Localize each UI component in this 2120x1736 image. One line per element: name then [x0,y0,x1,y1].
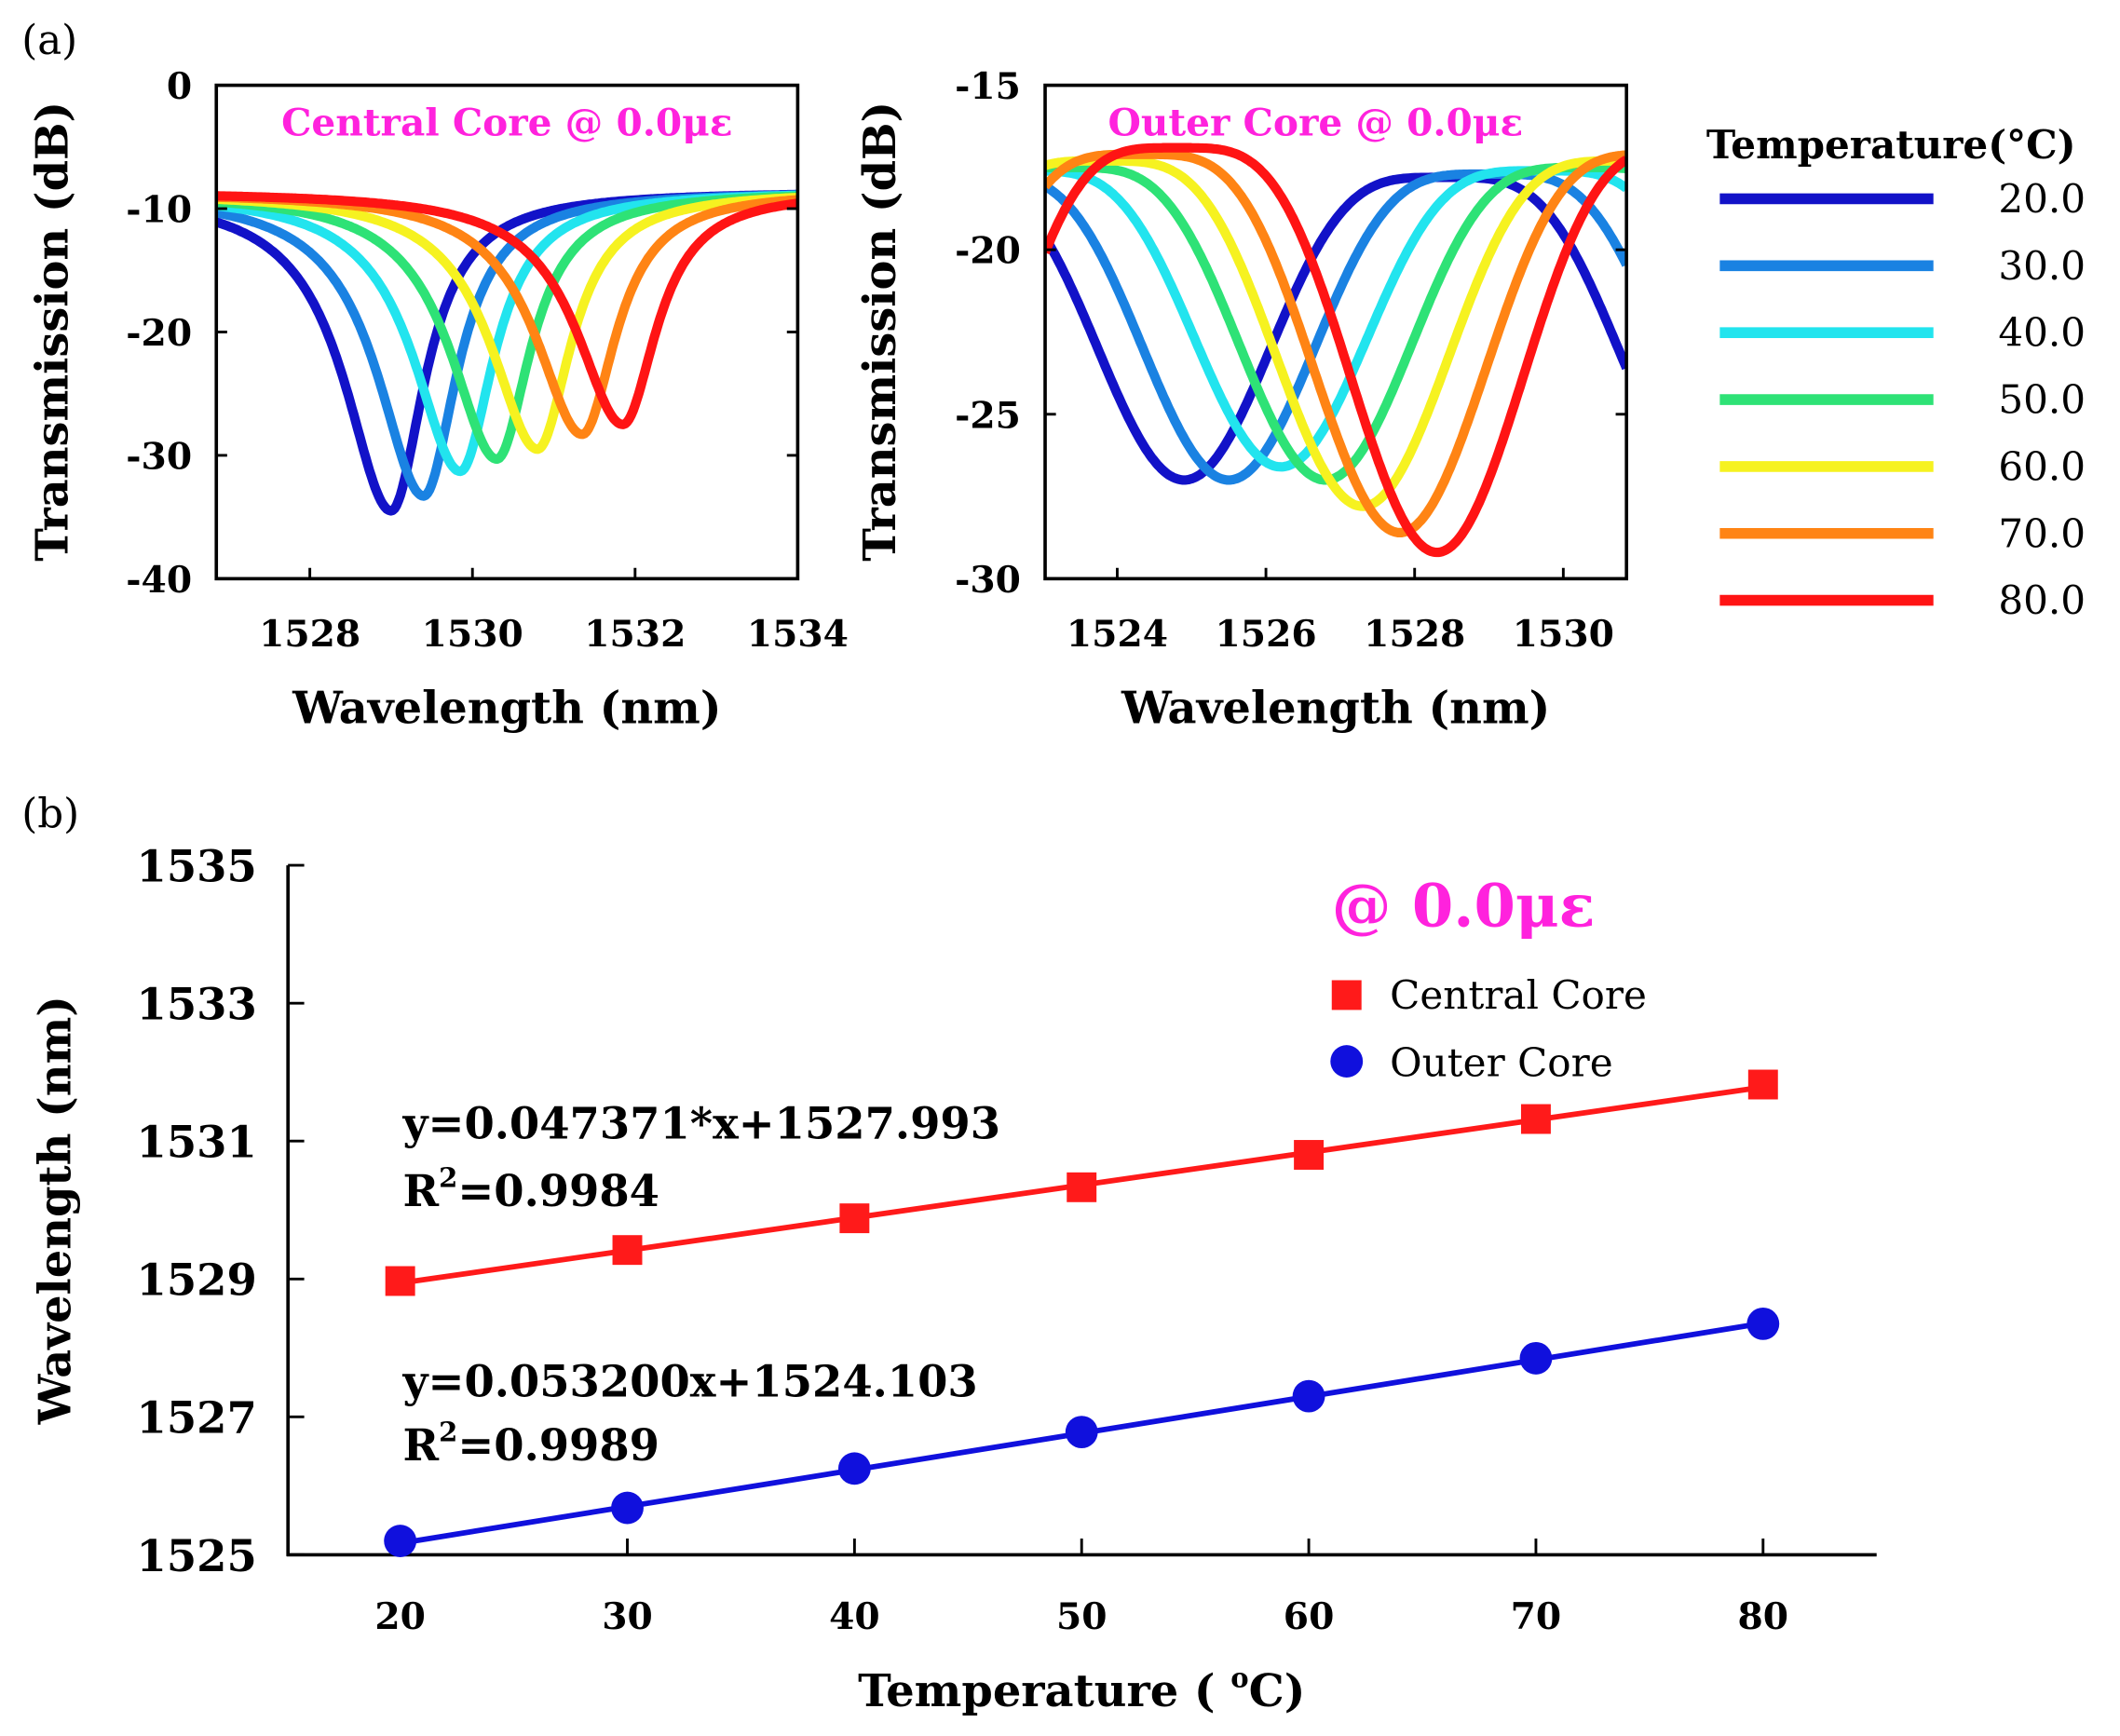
x-tick-label: 1526 [1216,613,1317,656]
outer-core-point [837,1452,871,1485]
spectrum-line-60.0 [216,192,798,454]
b-annotation-title: @ 0.0με [1332,871,1596,941]
spectrum-line-80.0 [216,191,798,429]
y-tick-label: 1525 [137,1530,257,1581]
x-tick-label: 20 [374,1595,426,1638]
y-tick-label: 1527 [137,1392,257,1444]
panel-label-b: (b) [21,791,79,837]
a1-xlabel: Wavelength (nm) [292,683,721,735]
x-tick-label: 1528 [1364,613,1465,656]
x-tick-label: 1530 [1513,613,1614,656]
outer-core-point [1746,1307,1780,1340]
y-tick-label: -30 [126,435,192,478]
outer-fit-equation: y=0.053200x+1524.103 [402,1356,978,1407]
outer-fit-r2: R2=0.9989 [403,1416,659,1470]
outer-core-point [1065,1416,1098,1449]
central-fit-r2: R2=0.9984 [403,1162,659,1216]
a1-axes-box [214,83,800,581]
legend-label: 80.0 [1998,577,2086,623]
x-tick-label: 70 [1511,1595,1562,1638]
legend-label: 50.0 [1998,377,2086,423]
spectrum-line-60.0 [1045,156,1627,511]
legend-title: Temperature(°C) [1706,121,2076,168]
x-tick-label: 50 [1056,1595,1108,1638]
b-ylabel: Wavelength (nm) [29,996,81,1425]
a2-curves [1045,142,1627,558]
central-core-point [1067,1172,1097,1202]
b-ticks: 20 30 40 50 60 70 80 1535 1533 1531 1529 1527 1525 [137,841,1789,1639]
central-core-point [1294,1140,1325,1170]
x-tick-label: 1532 [584,613,686,656]
outer-core-point [384,1525,417,1557]
x-tick-label: 40 [829,1595,880,1638]
a2-ticks: 1524 1526 1528 1530 -15 -20 -25 -30 [955,65,1627,656]
b-xlabel: Temperature ( oC) [858,1662,1305,1717]
legend-label: 70.0 [1998,510,2086,556]
wavelength-vs-temperature-plot: 20 30 40 50 60 70 80 1535 1533 1531 1529 1527 1525 @… [29,841,1877,1717]
a2-axes-box [1043,83,1629,581]
legend-marker-outer-core [1330,1045,1364,1078]
x-tick-label: 1530 [422,613,523,656]
y-tick-label: -40 [126,559,192,602]
spectrum-line-80.0 [1045,142,1627,558]
y-tick-label: 1531 [137,1117,257,1168]
spectrum-line-70.0 [1045,149,1627,537]
central-core-point [839,1203,870,1234]
y-tick-label: -15 [955,65,1021,108]
a2-title: Outer Core @ 0.0με [1108,100,1523,144]
a1-ylabel: Transmission (dB) [27,102,79,562]
a2-xlabel: Wavelength (nm) [1121,683,1550,735]
central-fit-equation: y=0.047371*x+1527.993 [402,1097,1000,1148]
b-series [384,1069,1780,1557]
legend-label: 60.0 [1998,443,2086,489]
y-tick-label: 1529 [137,1255,257,1306]
spectrum-line-50.0 [216,191,798,464]
y-tick-label: -20 [955,230,1021,273]
central-core-point [1747,1069,1778,1100]
x-tick-label: 1524 [1067,613,1168,656]
y-tick-label: 1535 [137,841,257,892]
legend-label: 20.0 [1998,176,2086,222]
x-tick-label: 80 [1738,1595,1789,1638]
a1-curves [216,189,798,516]
a1-title: Central Core @ 0.0με [281,100,733,144]
legend-marker-central-core [1331,980,1362,1010]
central-core-point [385,1266,415,1296]
y-tick-label: 1533 [137,979,257,1030]
outer-core-point [1519,1341,1553,1375]
legend-label: 40.0 [1998,310,2086,356]
legend-label: 30.0 [1998,243,2086,289]
y-tick-label: -10 [126,189,192,232]
y-tick-label: -20 [126,312,192,355]
x-tick-label: 30 [602,1595,653,1638]
panel-label-a: (a) [21,18,77,64]
outer-core-point [1292,1379,1325,1413]
central-core-point [1520,1104,1551,1134]
y-tick-label: -25 [955,394,1021,437]
outer-core-point [611,1491,644,1525]
a1-ticks: 1528 1530 1532 1534 0 -10 -20 -30 -40 [126,65,849,656]
spectrum-line-50.0 [1045,162,1627,485]
x-tick-label: 1528 [259,613,360,656]
central-core-point [612,1235,643,1266]
x-tick-label: 60 [1284,1595,1335,1638]
x-tick-label: 1534 [747,613,849,656]
temperature-legend: Temperature(°C) 20.0 30.0 40.0 50.0 60.0 70.0… [1706,121,2086,623]
outer-core-spectrum-plot: 1524 1526 1528 1530 -15 -20 -25 -30 Outer Core … [854,65,1629,735]
y-tick-label: -30 [955,559,1021,602]
legend-label-outer-core: Outer Core [1390,1040,1612,1086]
central-core-spectrum-plot: 1528 1530 1532 1534 0 -10 -20 -30 -40 Central Co… [27,65,849,735]
legend-label-central-core: Central Core [1390,972,1647,1018]
y-tick-label: 0 [167,65,192,108]
a2-ylabel: Transmission (dB) [854,102,906,562]
